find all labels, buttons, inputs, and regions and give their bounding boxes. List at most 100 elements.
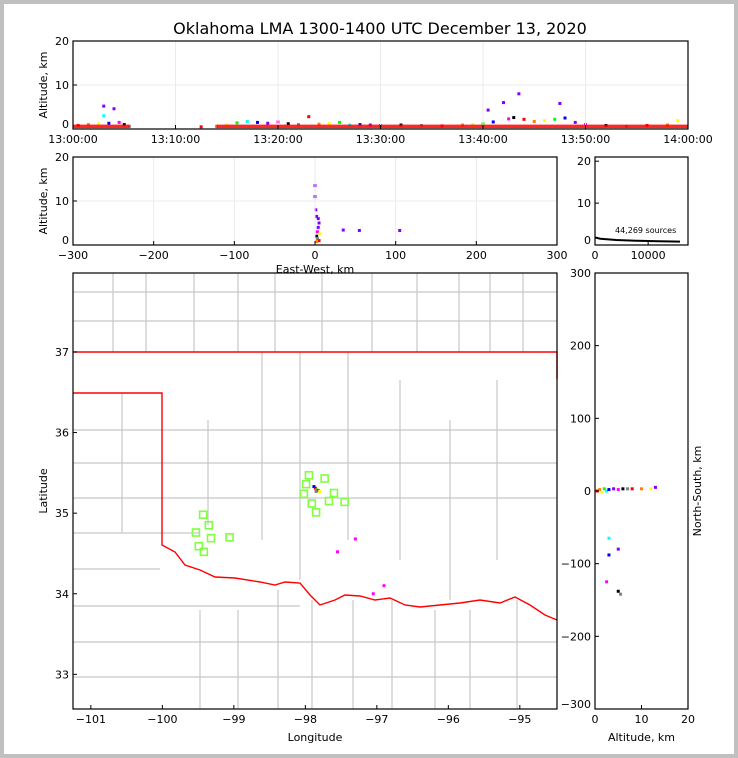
- x-tick-label: 0: [312, 249, 319, 262]
- source-point: [605, 489, 609, 493]
- y-tick-label: 0: [62, 234, 69, 247]
- source-band: [73, 124, 130, 129]
- x-axis-label: Longitude: [288, 731, 343, 744]
- source-point: [112, 107, 116, 111]
- source-point: [317, 239, 321, 243]
- source-point: [102, 114, 106, 118]
- plan-view-map-panel: −101 −100 −99 −98 −97 −96 −95 33 34 35 36 37 Longitu…: [37, 272, 558, 744]
- source-point: [517, 92, 521, 96]
- source-point: [676, 119, 680, 123]
- station-marker: [225, 533, 234, 542]
- x-axis-label: East-West, km: [276, 263, 354, 276]
- station-marker: [301, 479, 311, 489]
- station-marker: [204, 520, 214, 530]
- source-point: [543, 119, 546, 123]
- y-tick-label: 300: [570, 267, 591, 280]
- y-tick-label: 100: [570, 412, 591, 425]
- x-tick-label: −300: [58, 249, 88, 262]
- source-point: [336, 550, 340, 554]
- county-lines: [73, 273, 557, 709]
- source-point: [256, 120, 259, 124]
- x-tick-label: −100: [147, 713, 177, 726]
- source-point: [553, 117, 557, 121]
- x-tick-label: 13:50:00: [561, 133, 610, 146]
- altitude-histogram-panel: 0 10000 0 10 20: [577, 155, 689, 262]
- source-point: [315, 214, 319, 218]
- source-point: [486, 108, 490, 112]
- source-point: [619, 592, 623, 596]
- station-marker: [191, 528, 201, 537]
- source-point: [97, 122, 101, 126]
- source-point: [607, 553, 611, 557]
- histogram-line: [594, 236, 681, 243]
- x-tick-label: 13:40:00: [458, 133, 507, 146]
- y-axis-label: Latitude: [37, 468, 50, 514]
- y-axis-label: Altitude, km: [37, 167, 50, 234]
- source-point: [286, 122, 290, 126]
- altitude-north-south-panel: 0 10 20 −300 −200 −100 0 100 200 300 Altitude, km N…: [561, 267, 704, 744]
- source-point: [313, 486, 317, 490]
- source-band: [216, 124, 688, 129]
- source-point: [312, 485, 316, 489]
- source-point: [616, 589, 620, 593]
- x-tick-label: 13:00:00: [48, 133, 97, 146]
- y-tick-label: 33: [55, 668, 69, 681]
- x-tick-label: 0: [592, 713, 599, 726]
- source-point: [314, 489, 318, 493]
- source-point: [307, 115, 311, 119]
- y-axis-label: North-South, km: [691, 446, 704, 537]
- source-point: [626, 487, 630, 491]
- source-point: [616, 488, 620, 492]
- x-tick-label: 13:30:00: [356, 133, 405, 146]
- source-point: [338, 120, 341, 124]
- source-point: [382, 584, 386, 588]
- x-tick-label: −97: [365, 713, 388, 726]
- x-tick-label: −99: [222, 713, 245, 726]
- station-marker: [340, 497, 349, 507]
- x-tick-label: −98: [294, 713, 317, 726]
- source-point: [607, 488, 611, 492]
- y-tick-label: 10: [577, 197, 591, 210]
- source-count-annotation: 44,269 sources: [615, 226, 676, 235]
- x-tick-label: 13:20:00: [253, 133, 302, 146]
- y-tick-label: 0: [584, 485, 591, 498]
- source-point: [341, 228, 345, 232]
- x-tick-label: 13:10:00: [151, 133, 200, 146]
- y-tick-label: 20: [577, 155, 591, 168]
- station-marker: [206, 533, 216, 543]
- y-tick-label: 37: [55, 346, 69, 359]
- source-point: [491, 120, 495, 124]
- time-height-panel: 13:00:00 13:10:00 13:20:00 13:30:00 13:40:00…: [37, 35, 713, 146]
- source-point: [532, 120, 536, 124]
- y-tick-label: 10: [55, 79, 69, 92]
- source-point: [563, 116, 567, 120]
- x-tick-label: 200: [466, 249, 487, 262]
- x-tick-label: 10: [635, 713, 649, 726]
- y-axis-label: Altitude, km: [37, 51, 50, 118]
- source-point: [316, 225, 320, 229]
- source-point: [315, 234, 319, 238]
- x-tick-label: −95: [508, 713, 531, 726]
- x-axis-label: Altitude, km: [608, 731, 675, 744]
- source-point: [117, 120, 121, 124]
- y-tick-label: 10: [55, 195, 69, 208]
- source-point: [573, 120, 577, 124]
- y-tick-label: 200: [570, 340, 591, 353]
- x-tick-label: 100: [385, 249, 406, 262]
- x-tick-label: −100: [219, 249, 249, 262]
- source-point: [318, 232, 322, 236]
- y-tick-label: 35: [55, 507, 69, 520]
- source-point: [316, 217, 320, 221]
- station-marker: [198, 510, 208, 520]
- source-point: [199, 125, 203, 129]
- source-point: [640, 487, 643, 491]
- source-point: [357, 228, 361, 232]
- source-point: [602, 487, 606, 491]
- source-point: [605, 580, 609, 584]
- source-point: [598, 488, 602, 492]
- source-point: [522, 117, 526, 121]
- x-tick-label: 0: [592, 249, 599, 262]
- station-marker: [329, 488, 339, 498]
- y-tick-label: −100: [561, 558, 591, 571]
